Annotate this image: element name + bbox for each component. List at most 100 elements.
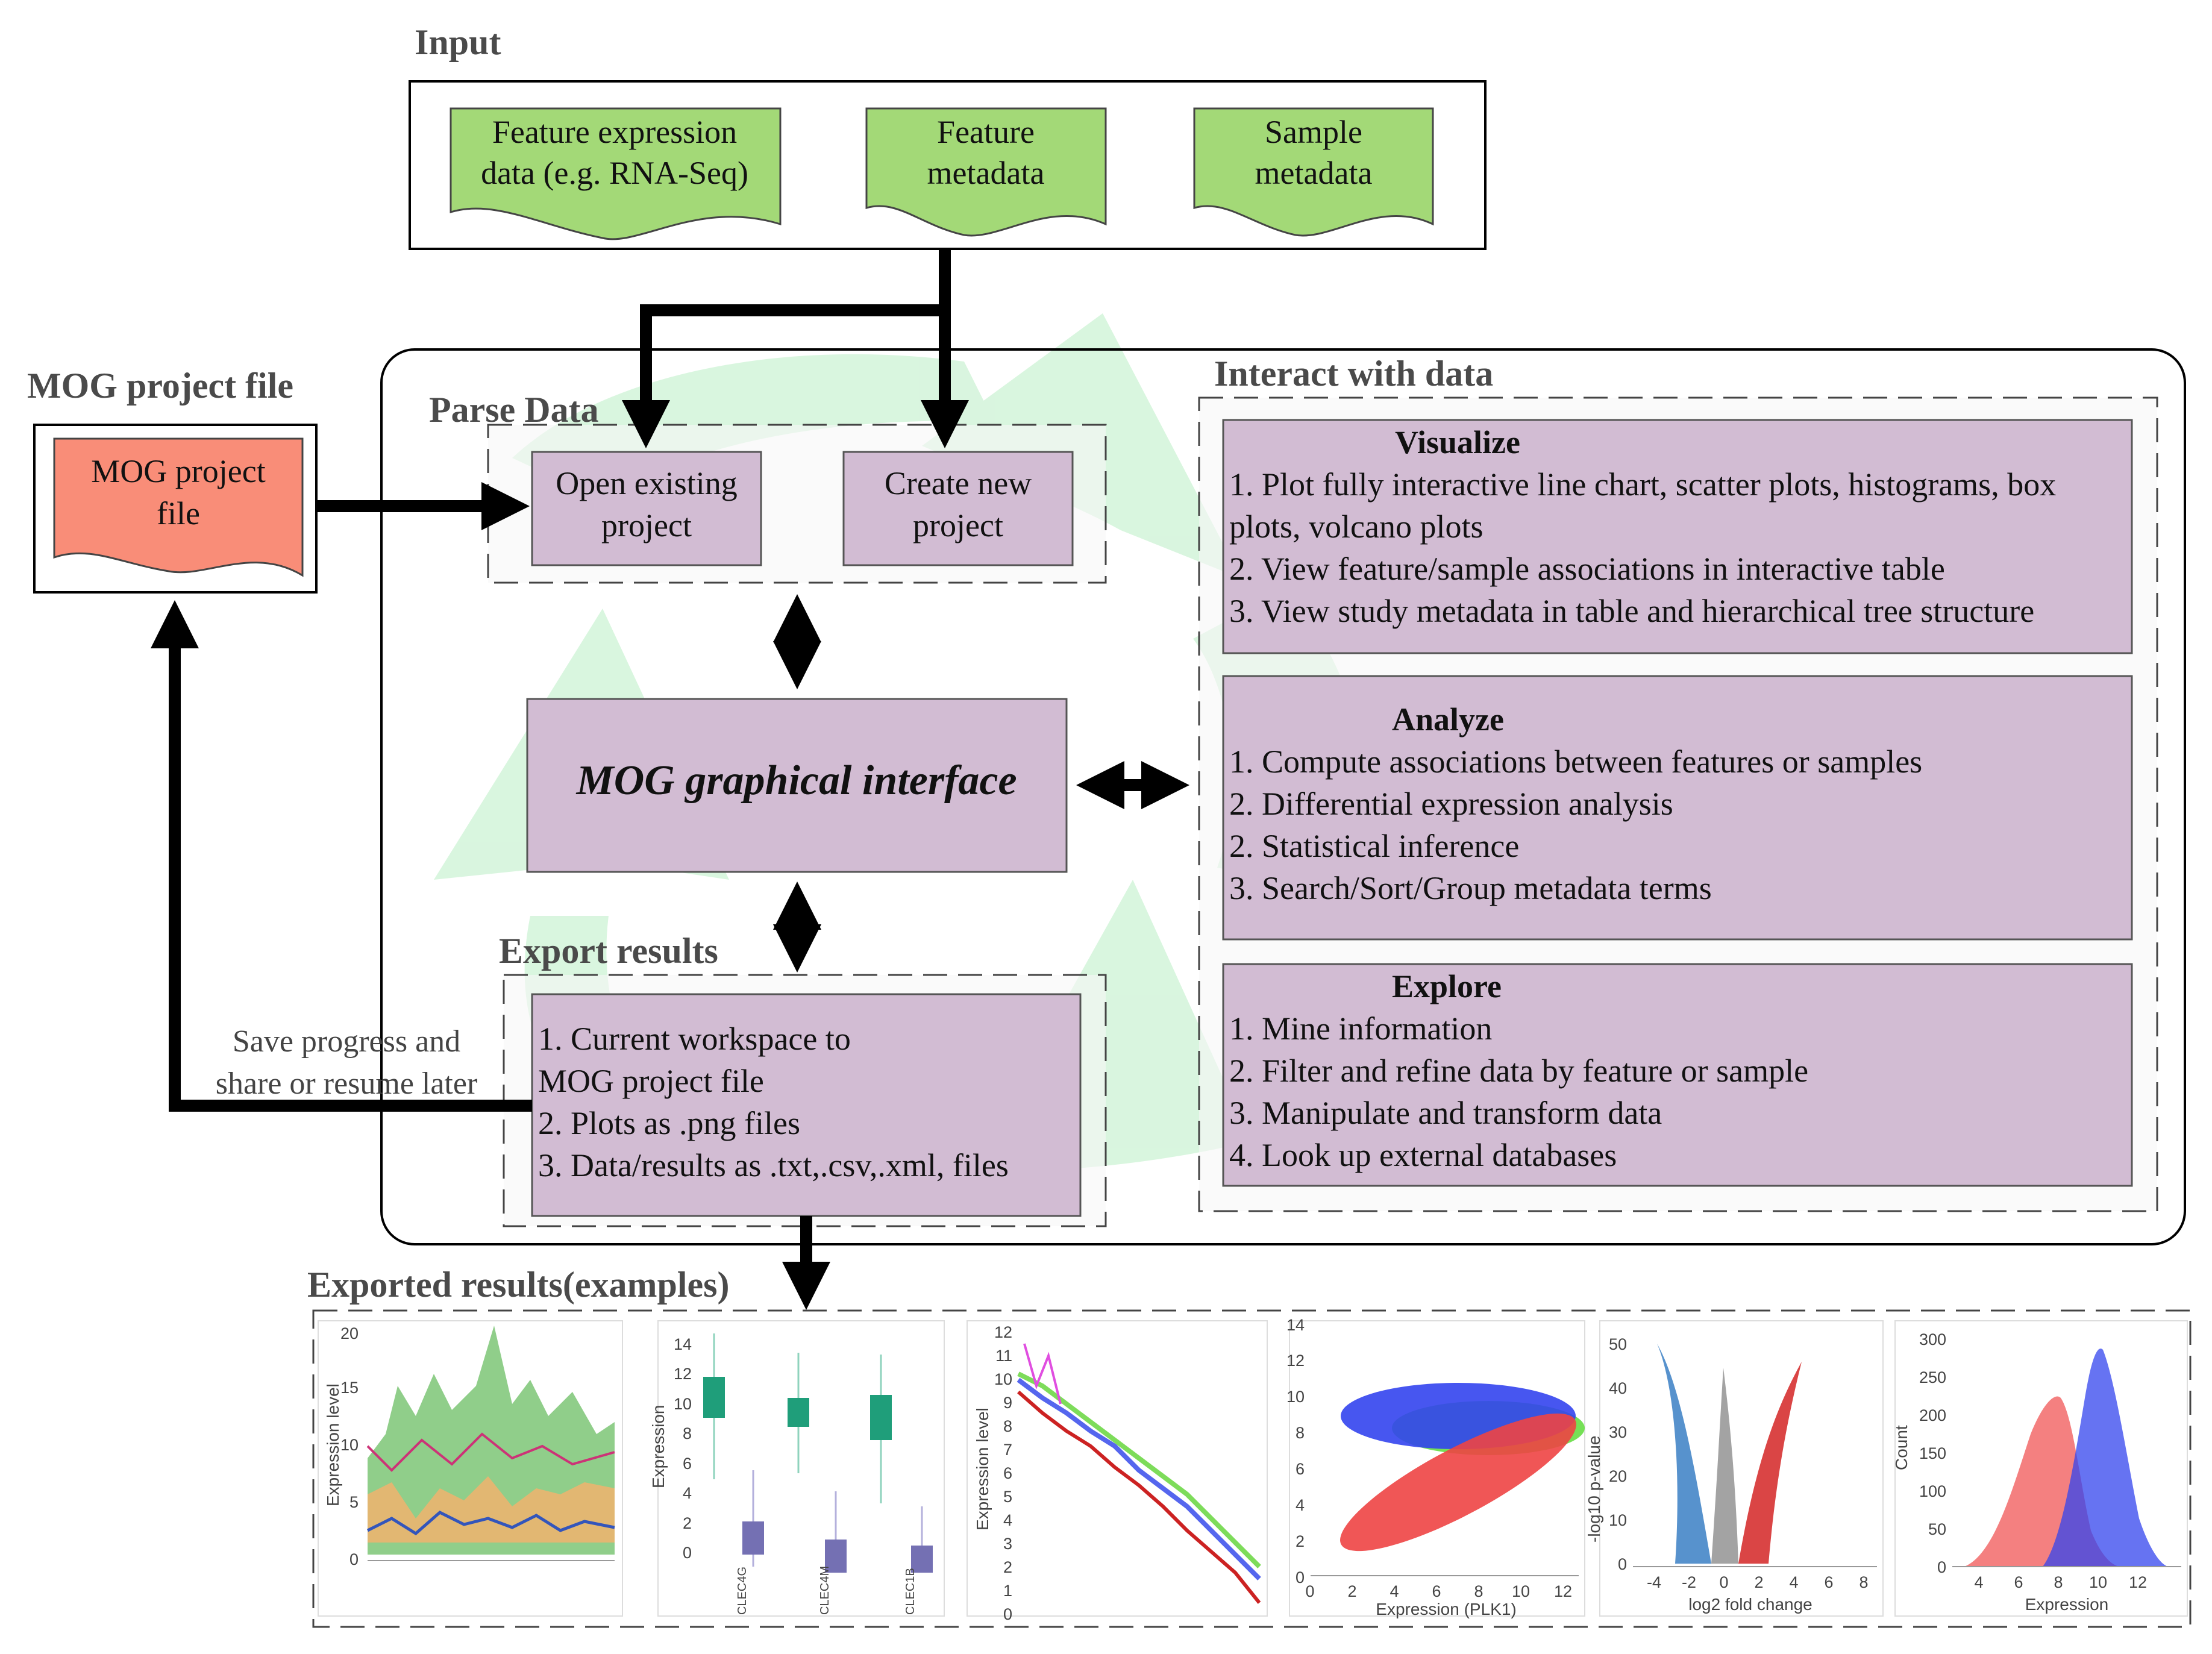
plot6-ytick-200: 200	[1919, 1406, 1946, 1424]
input-doc-sample-line1: Sample	[1265, 114, 1362, 150]
plot3-ytick-3: 3	[1003, 1535, 1012, 1553]
plot4-xtick-4: 4	[1390, 1582, 1399, 1600]
plot5-ylabel: -log10 p-value	[1585, 1436, 1603, 1543]
mog-gui-box: MOG graphical interface	[526, 698, 1068, 873]
plot4-xlabel: Expression (PLK1)	[1376, 1600, 1516, 1618]
plot1-ylabel: Expression level	[324, 1383, 342, 1506]
plot3-ytick-4: 4	[1003, 1511, 1012, 1529]
mog-file-title: MOG project file	[27, 366, 293, 406]
explore-item-3: 3. Manipulate and transform data	[1229, 1095, 1662, 1131]
plot6-ytick-50: 50	[1928, 1520, 1946, 1538]
plot4-ytick-2: 2	[1296, 1532, 1305, 1550]
plot5-xtick-m4: -4	[1647, 1573, 1661, 1591]
plot3-ytick-6: 6	[1003, 1464, 1012, 1482]
export-box: 1. Current workspace to MOG project file…	[531, 993, 1082, 1217]
plot2-ytick-10: 10	[674, 1395, 692, 1413]
plot2-cat-clec4g: CLEC4G	[736, 1567, 749, 1615]
input-doc-sample-metadata: Sample metadata	[1193, 107, 1434, 237]
open-project-line2: project	[601, 507, 692, 544]
plot2-ytick-6: 6	[683, 1455, 692, 1473]
explore-item-4: 4. Look up external databases	[1229, 1137, 1617, 1173]
plot6-xlabel: Expression	[2025, 1595, 2109, 1614]
plot5-ytick-0: 0	[1618, 1555, 1627, 1573]
arrow-input-to-open	[622, 249, 951, 448]
plot4-xtick-12: 12	[1554, 1582, 1572, 1600]
plot2-cat-clec4m: CLEC4M	[818, 1566, 832, 1615]
analyze-item-4: 3. Search/Sort/Group metadata terms	[1229, 870, 1712, 906]
explore-heading: Explore	[1392, 968, 1502, 1004]
plot5-xtick-0: 0	[1719, 1573, 1728, 1591]
plot6-ytick-150: 150	[1919, 1444, 1946, 1462]
plot3-ytick-7: 7	[1003, 1441, 1012, 1459]
plot4-xtick-6: 6	[1432, 1582, 1441, 1600]
plot4-xtick-0: 0	[1305, 1582, 1314, 1600]
plot6-ylabel: Count	[1892, 1425, 1911, 1470]
arrow-export-to-mog-file	[151, 600, 532, 1112]
input-doc-sample-line2: metadata	[1255, 155, 1373, 191]
analyze-item-3: 2. Statistical inference	[1229, 828, 1519, 864]
analyze-heading: Analyze	[1392, 701, 1504, 738]
mog-file-doc-line2: file	[157, 495, 200, 531]
example-plot-boxplots: Expression 14 12 10 8 6 4 2 0 CLEC4G CLE…	[649, 1320, 945, 1617]
input-doc-feature-metadata: Feature metadata	[865, 107, 1107, 237]
plot1-ytick-15: 15	[340, 1379, 359, 1397]
plot2-ytick-0: 0	[683, 1544, 692, 1562]
plot4-xtick-8: 8	[1474, 1582, 1483, 1600]
plot3-ytick-9: 9	[1003, 1394, 1012, 1412]
export-title: Export results	[499, 931, 718, 971]
visualize-item-3: 3. View study metadata in table and hier…	[1229, 593, 2034, 629]
parse-title: Parse Data	[429, 390, 599, 430]
plot4-ytick-14: 14	[1286, 1316, 1305, 1334]
plot6-xtick-8: 8	[2054, 1573, 2063, 1591]
plot4-ytick-6: 6	[1296, 1460, 1305, 1478]
plot4-ytick-4: 4	[1296, 1496, 1305, 1514]
plot4-xtick-2: 2	[1347, 1582, 1356, 1600]
plot2-ytick-14: 14	[674, 1335, 692, 1353]
plot6-ytick-250: 250	[1919, 1368, 1946, 1386]
input-doc-expression-line2: data (e.g. RNA-Seq)	[481, 155, 748, 191]
plot2-ytick-12: 12	[674, 1365, 692, 1383]
explore-item-2: 2. Filter and refine data by feature or …	[1229, 1053, 1808, 1089]
open-project-line1: Open existing	[556, 465, 737, 501]
example-plot-volcano: -log10 p-value 50 40 30 20 10 0 -4 -2 0 …	[1585, 1320, 1884, 1617]
plot3-ylabel: Expression level	[973, 1408, 992, 1530]
plot6-xtick-4: 4	[1974, 1573, 1983, 1591]
input-doc-expression: Feature expression data (e.g. RNA-Seq)	[450, 107, 782, 240]
plot4-ytick-0: 0	[1296, 1568, 1305, 1587]
plot1-ytick-10: 10	[340, 1436, 359, 1454]
plot2-ylabel: Expression	[649, 1405, 668, 1488]
mog-file-doc-line1: MOG project	[91, 453, 265, 489]
plot5-ytick-10: 10	[1609, 1511, 1627, 1529]
plot2-cat-clec1b: CLEC1B	[904, 1568, 917, 1615]
plot5-xtick-6: 6	[1824, 1573, 1833, 1591]
plot3-ytick-10: 10	[994, 1370, 1012, 1388]
save-note-line2: share or resume later	[216, 1067, 478, 1101]
plot1-ytick-0: 0	[349, 1550, 359, 1568]
input-doc-expression-line1: Feature expression	[492, 114, 737, 150]
plot5-xtick-8: 8	[1859, 1573, 1868, 1591]
input-doc-feature-line2: metadata	[927, 155, 1045, 191]
plot5-xtick-2: 2	[1754, 1573, 1763, 1591]
explore-item-1: 1. Mine information	[1229, 1010, 1492, 1047]
export-item-3: 3. Data/results as .txt,.csv,.xml, files	[538, 1147, 1009, 1183]
explore-box: Explore 1. Mine information 2. Filter an…	[1222, 963, 2133, 1187]
flow-arrows	[151, 249, 1189, 1310]
analyze-box: Analyze 1. Compute associations between …	[1222, 675, 2133, 941]
visualize-item-2: 2. View feature/sample associations in i…	[1229, 551, 1945, 587]
create-project-line1: Create new	[885, 465, 1032, 501]
open-existing-project-button[interactable]: Open existing project	[531, 451, 762, 566]
example-plot-histogram: Count 300 250 200 150 100 50 0 4 6 8 10 …	[1892, 1320, 2188, 1617]
input-doc-feature-line1: Feature	[937, 114, 1035, 150]
plot5-xtick-4: 4	[1789, 1573, 1798, 1591]
plot4-ytick-8: 8	[1296, 1424, 1305, 1442]
plot3-ytick-0: 0	[1003, 1605, 1012, 1623]
plot2-ytick-2: 2	[683, 1514, 692, 1532]
create-new-project-button[interactable]: Create new project	[842, 451, 1074, 566]
analyze-item-2: 2. Differential expression analysis	[1229, 786, 1673, 822]
plot3-ytick-8: 8	[1003, 1417, 1012, 1435]
plot3-ytick-12: 12	[994, 1323, 1012, 1341]
plot1-ytick-20: 20	[340, 1324, 359, 1342]
plot6-ytick-0: 0	[1937, 1558, 1946, 1576]
plot4-xtick-10: 10	[1512, 1582, 1530, 1600]
